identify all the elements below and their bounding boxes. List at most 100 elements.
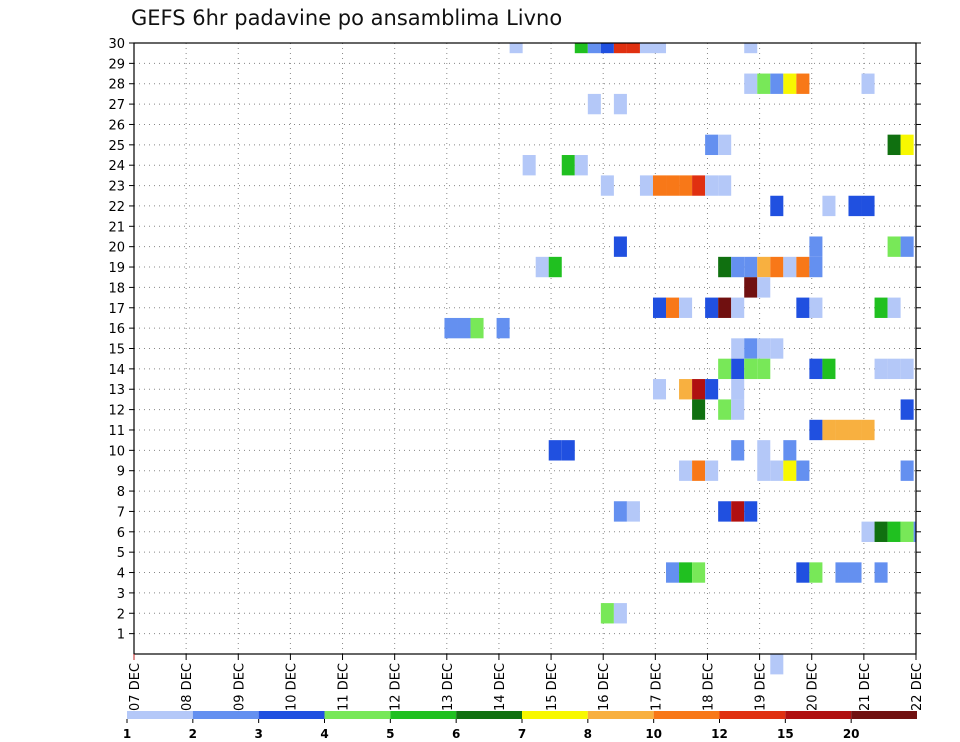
precip-cell	[900, 521, 914, 542]
precip-cell	[666, 175, 680, 196]
precip-cell	[796, 562, 810, 583]
precip-cell	[731, 297, 745, 318]
legend-label: 4	[320, 727, 328, 741]
precip-cell	[731, 256, 745, 278]
precip-cell	[626, 501, 640, 522]
precip-cell	[835, 419, 849, 441]
y-tick-label: 10	[108, 444, 125, 459]
precip-cell	[718, 297, 732, 318]
x-tick-label: 15 DEC	[545, 663, 560, 711]
precip-cell	[731, 338, 745, 359]
legend-label: 6	[452, 727, 460, 741]
y-tick-label: 12	[108, 404, 125, 419]
legend-swatch	[653, 711, 720, 719]
precip-cell	[757, 440, 771, 461]
y-tick-label: 27	[108, 98, 125, 113]
precip-cell	[705, 379, 719, 400]
precip-cell	[770, 256, 784, 278]
precip-cell	[809, 236, 823, 257]
precip-cell	[757, 256, 771, 278]
precip-cell	[822, 358, 836, 380]
precip-cell	[613, 501, 627, 522]
precip-cell	[718, 175, 732, 196]
legend-swatch	[587, 711, 654, 719]
precip-cell	[913, 521, 916, 542]
legend-swatch	[785, 711, 852, 719]
precip-cell	[822, 195, 836, 217]
y-tick-label: 26	[108, 118, 125, 133]
precip-cell	[809, 419, 823, 441]
legend-swatch	[719, 711, 786, 719]
y-tick-label: 2	[117, 607, 125, 622]
precip-cell	[692, 399, 706, 420]
precip-cell	[600, 43, 614, 54]
precip-cell	[652, 379, 667, 400]
precip-cell	[692, 562, 706, 583]
legend-swatch	[851, 711, 917, 719]
precip-cell	[692, 175, 706, 196]
precip-cell	[613, 236, 627, 257]
precip-cell	[796, 460, 810, 481]
precip-cell	[600, 175, 614, 196]
precip-cell	[809, 297, 823, 318]
precip-cell	[887, 521, 901, 542]
precip-cell	[587, 43, 601, 54]
y-tick-label: 6	[117, 526, 125, 541]
precip-cell	[848, 195, 862, 217]
y-tick-label: 28	[108, 78, 125, 93]
y-tick-label: 14	[108, 363, 125, 378]
precip-cell	[900, 399, 914, 420]
precip-cell	[731, 440, 745, 461]
precip-cell	[692, 460, 706, 481]
y-tick-label: 9	[117, 465, 125, 480]
precip-cell	[874, 297, 888, 318]
y-tick-label: 25	[108, 139, 125, 154]
precip-cell	[848, 419, 862, 441]
precip-cell	[835, 562, 849, 583]
x-tick-label: 20 DEC	[806, 663, 821, 711]
x-tick-label: 10 DEC	[284, 663, 299, 711]
precip-cell	[783, 73, 797, 94]
x-tick-label: 18 DEC	[701, 663, 716, 711]
precip-cell	[783, 256, 797, 278]
precip-cell	[796, 73, 810, 94]
precip-cell	[613, 603, 627, 624]
precip-cell	[731, 501, 745, 522]
precip-cell	[861, 195, 875, 217]
y-tick-label: 1	[117, 628, 125, 643]
y-tick-label: 23	[108, 180, 125, 195]
precip-cell	[900, 236, 914, 257]
precip-cell	[744, 501, 758, 522]
precip-cell	[809, 256, 823, 278]
x-tick-label: 08 DEC	[180, 663, 195, 711]
y-tick-label: 24	[108, 159, 125, 174]
y-tick-label: 4	[117, 567, 125, 582]
precip-cell	[561, 440, 575, 461]
precip-cell	[744, 43, 758, 54]
precip-cell	[887, 358, 901, 380]
precip-cell	[561, 155, 575, 176]
precip-cell	[887, 134, 901, 156]
precip-cell	[666, 297, 680, 318]
precip-cell	[679, 175, 693, 196]
precip-cell	[796, 256, 810, 278]
precip-cell	[652, 43, 667, 54]
precip-cell	[770, 460, 784, 481]
precip-cell	[718, 501, 732, 522]
precip-cell	[900, 358, 914, 380]
y-tick-label: 30	[108, 37, 125, 52]
precip-cell	[757, 73, 771, 94]
legend-swatch	[258, 711, 325, 719]
precip-cell	[705, 134, 719, 156]
precip-cell	[574, 43, 588, 54]
precip-cell	[861, 521, 875, 542]
precip-cell	[783, 440, 797, 461]
legend-label: 1	[123, 727, 131, 741]
precip-cell	[705, 297, 719, 318]
precip-cell	[535, 256, 549, 278]
y-tick-label: 18	[108, 281, 125, 296]
legend-label: 7	[518, 727, 526, 741]
x-tick-label: 14 DEC	[493, 663, 508, 711]
legend-swatch	[127, 711, 193, 719]
precip-cell	[679, 379, 693, 400]
